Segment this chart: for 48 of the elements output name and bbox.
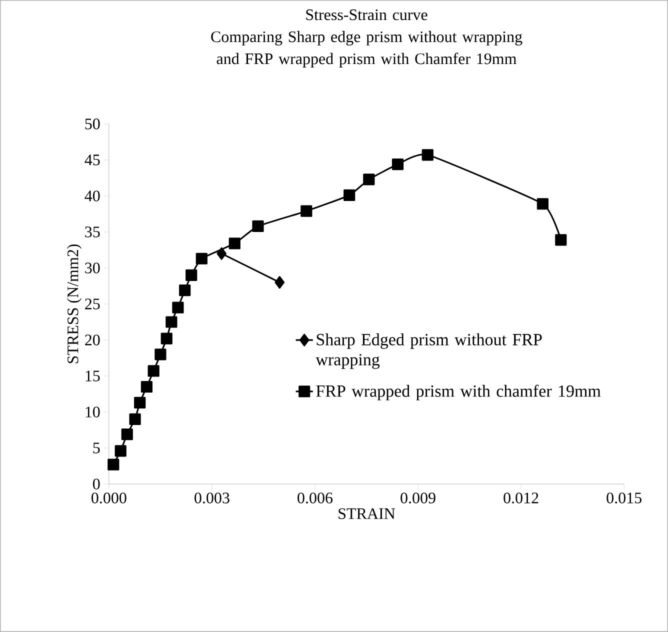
y-tick-label: 30 (85, 262, 100, 274)
point (121, 428, 133, 440)
y-tick-label: 50 (85, 118, 100, 130)
point (228, 238, 240, 250)
y-tick-label: 25 (85, 298, 100, 310)
point (108, 458, 120, 470)
x-tick-label: 0.012 (504, 492, 538, 504)
legend-label: FRP wrapped prism with chamfer 19mm (316, 384, 601, 400)
x-tick-label: 0.003 (194, 492, 230, 504)
point (536, 198, 548, 210)
x-tick-label: 0.015 (606, 492, 642, 504)
x-axis-title: STRAIN (338, 508, 396, 520)
point (160, 332, 172, 344)
point (300, 205, 312, 217)
point (172, 302, 184, 314)
point (134, 396, 146, 408)
chart-subtitle: Comparing Sharp edge prism without wrapping and FRP wrapped prism with Chamfer 19mm (211, 30, 522, 68)
point (186, 269, 198, 281)
y-tick-label: 20 (85, 334, 100, 346)
x-tick-label: 0.000 (92, 492, 126, 504)
point (154, 348, 166, 360)
point (114, 445, 126, 457)
point (363, 174, 375, 186)
point (216, 247, 227, 260)
point (555, 234, 567, 246)
chart-title: Stress-Strain curve (306, 9, 428, 20)
point (196, 252, 208, 264)
point (166, 316, 178, 328)
y-tick-label: 5 (93, 442, 100, 454)
legend-label: Sharp Edged prism without FRP wrapping (316, 333, 542, 369)
point (148, 365, 160, 377)
y-tick-label: 35 (85, 226, 100, 238)
y-tick-label: 45 (84, 154, 100, 166)
y-tick-label: 40 (84, 190, 100, 202)
point (422, 149, 434, 161)
point (274, 276, 285, 289)
y-tick-label: 0 (93, 478, 100, 490)
point (179, 284, 191, 296)
y-tick-label: 15 (86, 370, 100, 382)
point (140, 381, 153, 393)
point (129, 413, 141, 426)
x-tick-label: 0.009 (400, 492, 436, 504)
point (252, 220, 264, 232)
y-axis-title: STRESS (N/mm2) (67, 244, 82, 364)
y-tick-label: 10 (86, 406, 100, 418)
point (344, 189, 356, 202)
point (392, 158, 404, 170)
x-tick-label: 0.006 (298, 492, 333, 504)
